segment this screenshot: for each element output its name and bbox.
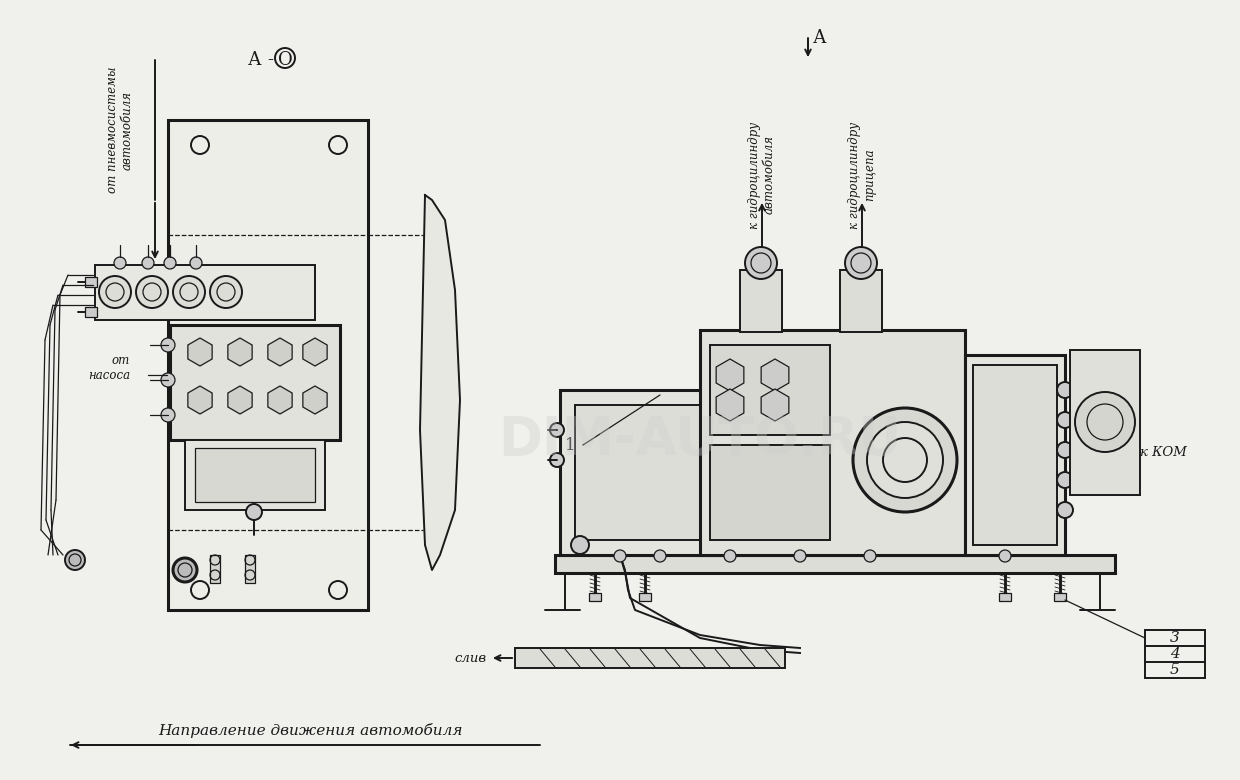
Text: Направление движения автомобиля: Направление движения автомобиля [157, 722, 463, 738]
Circle shape [653, 550, 666, 562]
Circle shape [114, 257, 126, 269]
Circle shape [143, 257, 154, 269]
Circle shape [853, 408, 957, 512]
Bar [965, 355, 1065, 555]
Polygon shape [761, 389, 789, 421]
Circle shape [1056, 382, 1073, 398]
Circle shape [174, 558, 197, 582]
Bar [711, 345, 830, 435]
Polygon shape [717, 389, 744, 421]
Circle shape [190, 257, 202, 269]
Circle shape [191, 581, 210, 599]
Bar [1054, 593, 1066, 601]
Circle shape [1056, 442, 1073, 458]
Text: А: А [248, 51, 262, 69]
Text: от пневмосистемы
автомобиля: от пневмосистемы автомобиля [105, 67, 134, 193]
Bar [575, 405, 711, 540]
Bar [560, 390, 720, 555]
Text: слив: слив [455, 651, 487, 665]
Circle shape [551, 423, 564, 437]
Polygon shape [303, 386, 327, 414]
Text: А: А [813, 29, 827, 47]
Text: 1: 1 [564, 437, 575, 453]
Circle shape [999, 550, 1011, 562]
Bar [701, 330, 965, 555]
Polygon shape [188, 386, 212, 414]
Circle shape [329, 136, 347, 154]
Circle shape [210, 276, 242, 308]
Bar [170, 325, 340, 440]
Circle shape [864, 550, 875, 562]
Polygon shape [303, 338, 327, 366]
Polygon shape [188, 338, 212, 366]
Polygon shape [717, 359, 744, 391]
Text: к гидроцилиндру
прицепа: к гидроцилиндру прицепа [848, 122, 875, 229]
Bar [195, 448, 315, 502]
Circle shape [64, 550, 86, 570]
Circle shape [1056, 502, 1073, 518]
Circle shape [570, 536, 589, 554]
Polygon shape [228, 338, 252, 366]
Bar [86, 277, 97, 287]
Bar [711, 445, 830, 540]
Text: к КОМ: к КОМ [1140, 446, 1187, 459]
Circle shape [99, 276, 131, 308]
Text: О: О [278, 51, 293, 69]
Bar [589, 593, 601, 601]
Bar [556, 555, 1115, 573]
Circle shape [551, 453, 564, 467]
Bar [515, 648, 785, 668]
Circle shape [174, 276, 205, 308]
Circle shape [1056, 412, 1073, 428]
Circle shape [844, 247, 877, 279]
Polygon shape [420, 195, 460, 570]
Circle shape [161, 408, 175, 422]
Circle shape [161, 338, 175, 352]
Bar [999, 593, 1011, 601]
Text: 5: 5 [1171, 663, 1180, 677]
Circle shape [724, 550, 737, 562]
Circle shape [867, 422, 942, 498]
Bar [210, 555, 219, 583]
Text: 3: 3 [1171, 631, 1180, 645]
Bar [1145, 630, 1205, 678]
Polygon shape [228, 386, 252, 414]
Polygon shape [268, 338, 293, 366]
Bar [1070, 350, 1140, 495]
Circle shape [1075, 392, 1135, 452]
Circle shape [794, 550, 806, 562]
Text: DIM-AUTO.RU: DIM-AUTO.RU [498, 414, 901, 466]
Bar [185, 440, 325, 510]
Circle shape [161, 373, 175, 387]
Text: 4: 4 [1171, 647, 1180, 661]
Circle shape [191, 136, 210, 154]
Polygon shape [761, 359, 789, 391]
Circle shape [164, 257, 176, 269]
Bar [740, 270, 782, 332]
Bar [246, 555, 255, 583]
Text: к гидроцилиндру
автомобиля: к гидроцилиндру автомобиля [748, 122, 776, 229]
Circle shape [329, 581, 347, 599]
Bar [167, 120, 368, 610]
Bar [639, 593, 651, 601]
Text: от
насоса: от насоса [88, 354, 130, 382]
Bar [86, 307, 97, 317]
Circle shape [745, 247, 777, 279]
Text: -: - [267, 51, 273, 69]
Circle shape [1056, 472, 1073, 488]
Bar [95, 265, 315, 320]
Circle shape [136, 276, 167, 308]
Circle shape [246, 504, 262, 520]
Circle shape [614, 550, 626, 562]
Bar [973, 365, 1056, 545]
Polygon shape [268, 386, 293, 414]
Bar [839, 270, 882, 332]
